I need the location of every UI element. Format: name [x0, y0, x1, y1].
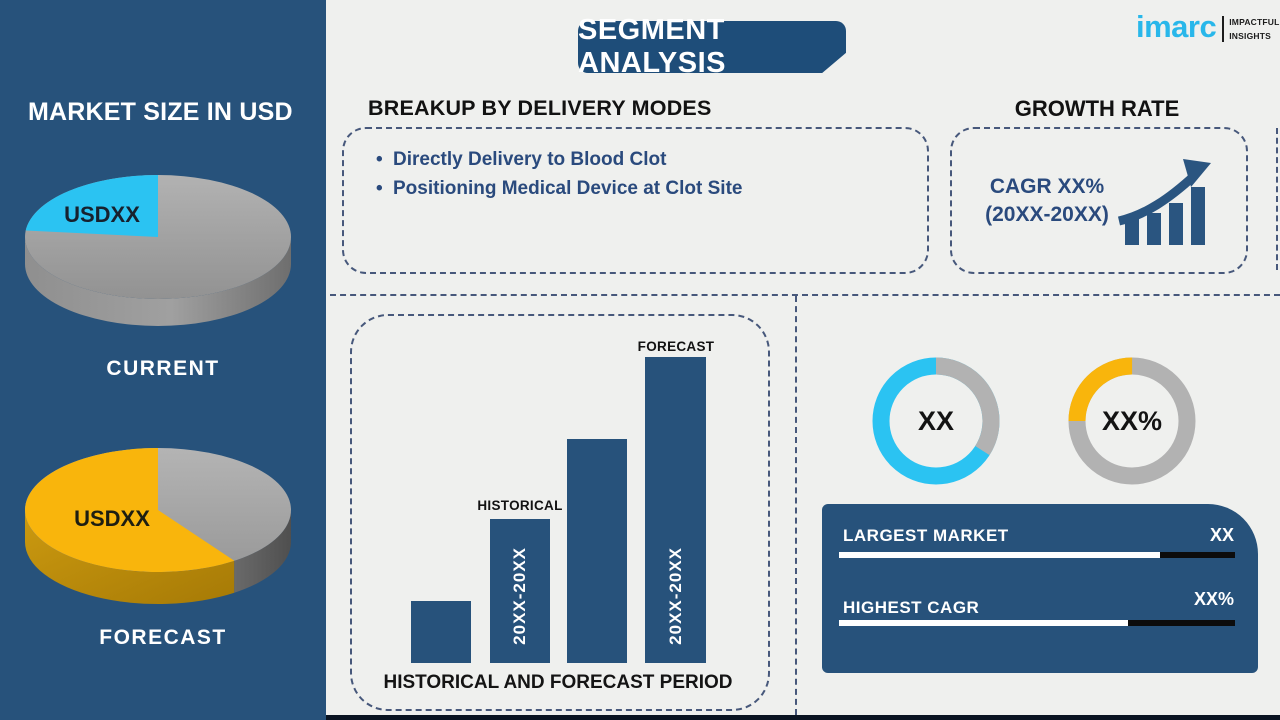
right-edge-dash: [1276, 128, 1278, 270]
list-item: Directly Delivery to Blood Clot: [376, 145, 927, 174]
forecast-range: 20XX-20XX: [665, 547, 685, 645]
forecast-range-wrap: 20XX-20XX: [645, 540, 706, 652]
growth-rate-heading: GROWTH RATE: [1014, 96, 1180, 121]
current-caption: CURRENT: [106, 357, 220, 380]
donut-left-value: XX: [917, 405, 955, 436]
delivery-modes-list: Directly Delivery to Blood Clot Position…: [344, 145, 927, 203]
period-chart-box: [350, 314, 770, 711]
highest-cagr-meter: [839, 620, 1235, 626]
meter-fill: [839, 552, 1160, 558]
period-bar-4-forecast: [645, 357, 706, 663]
period-chart-caption: HISTORICAL AND FORECAST PERIOD: [383, 672, 733, 693]
logo-tagline-1: IMPACTFUL: [1229, 17, 1280, 27]
historical-label: HISTORICAL: [477, 498, 563, 513]
breakup-box: Directly Delivery to Blood Clot Position…: [342, 127, 929, 274]
largest-market-label: LARGEST MARKET: [843, 526, 1009, 545]
pie-yellow-wall: [24, 510, 235, 605]
breakup-heading: BREAKUP BY DELIVERY MODES: [368, 96, 712, 120]
pie-cyan-slice: [25, 175, 159, 237]
donut-right-value: XX%: [1101, 405, 1163, 436]
period-bar-3: [567, 439, 627, 663]
list-item: Positioning Medical Device at Clot Site: [376, 174, 927, 203]
summary-box: LARGEST MARKET XX HIGHEST CAGR XX%: [822, 504, 1258, 673]
title-corner-cut: [821, 52, 847, 74]
page-title-box: SEGMENT ANALYSIS: [578, 14, 847, 79]
historical-range-wrap: 20XX-20XX: [490, 540, 550, 652]
imarc-logo: imarc IMPACTFUL INSIGHTS: [1136, 9, 1280, 44]
highest-cagr-label: HIGHEST CAGR: [843, 598, 980, 617]
page-title: SEGMENT ANALYSIS: [578, 14, 726, 79]
largest-market-meter: [839, 552, 1235, 558]
period-bar-1: [411, 601, 471, 663]
donut-chart-left: [872, 357, 1000, 485]
logo-brand-text: imarc: [1136, 9, 1217, 44]
cagr-value: CAGR XX%: [989, 174, 1105, 198]
pie-gray-wall: [234, 510, 291, 593]
forecast-label: FORECAST: [637, 339, 715, 354]
highest-cagr-value: XX%: [1193, 589, 1234, 609]
pie-side-wall: [25, 237, 291, 326]
forecast-pie-value: USDXX: [74, 506, 150, 531]
horizontal-divider: [330, 294, 1280, 296]
market-size-heading: MARKET SIZE IN USD: [28, 98, 293, 126]
logo-tagline-2: INSIGHTS: [1229, 31, 1271, 41]
logo-divider: [1222, 16, 1225, 42]
period-bar-2-historical: [490, 519, 550, 663]
meter-fill: [839, 620, 1129, 626]
largest-market-value: XX: [1209, 525, 1234, 545]
pie-yellow-slice: [25, 448, 235, 572]
growth-chart-icon: [1117, 158, 1211, 245]
historical-range: 20XX-20XX: [510, 547, 529, 645]
current-pie-value: USDXX: [64, 202, 140, 227]
bottom-accent-strip: [326, 715, 1280, 720]
forecast-pie-chart: USDXX: [24, 448, 291, 605]
donut-chart-right: [1068, 357, 1196, 485]
forecast-caption: FORECAST: [99, 626, 227, 649]
vertical-divider: [795, 296, 797, 715]
current-pie-chart: USDXX: [25, 175, 291, 326]
growth-rate-box: CAGR XX% (20XX-20XX): [950, 127, 1248, 274]
cagr-period: (20XX-20XX): [985, 202, 1109, 226]
